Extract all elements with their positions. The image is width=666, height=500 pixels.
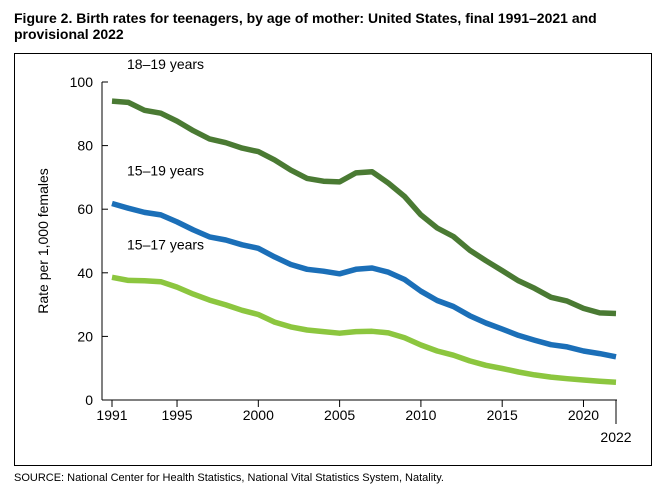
y-tick-label: 40	[77, 265, 93, 281]
chart-title: Figure 2. Birth rates for teenagers, by …	[14, 10, 597, 42]
series-lines	[111, 98, 617, 385]
source-note: SOURCE: National Center for Health Stati…	[14, 472, 444, 484]
series-line-1	[111, 200, 617, 360]
series-line-0	[111, 98, 617, 317]
series-labels: 18–19 years 15–19 years 15–17 years	[127, 56, 204, 252]
series-line-2	[111, 274, 617, 385]
y-tick-label: 0	[85, 392, 93, 408]
x-tick-label: 2010	[405, 407, 436, 423]
line-chart: 0 20 40 60 80 100 1991 1995 2000 2005 2010 2015 202…	[35, 56, 632, 445]
chart-frame: 0 20 40 60 80 100 1991 1995 2000 2005 2010 2015 202…	[14, 53, 652, 466]
y-tick-label: 80	[77, 138, 93, 154]
y-tick-label: 20	[77, 328, 93, 344]
y-tick-label: 100	[70, 74, 94, 90]
x-tick-label: 2020	[568, 407, 599, 423]
series-label-1: 15–19 years	[127, 162, 204, 178]
x-tick-label: 1995	[161, 407, 192, 423]
series-label-2: 15–17 years	[127, 236, 204, 252]
x-tick-label: 2015	[487, 407, 518, 423]
y-tick-label: 60	[77, 201, 93, 217]
x-tick-label: 2005	[324, 407, 355, 423]
x-tick-label: 2022	[600, 429, 631, 445]
series-label-0: 18–19 years	[127, 56, 204, 72]
y-axis-title: Rate per 1,000 females	[35, 168, 51, 314]
x-tick-label: 2000	[243, 407, 274, 423]
y-axis: 0 20 40 60 80 100	[70, 74, 108, 408]
x-tick-label: 1991	[96, 407, 127, 423]
